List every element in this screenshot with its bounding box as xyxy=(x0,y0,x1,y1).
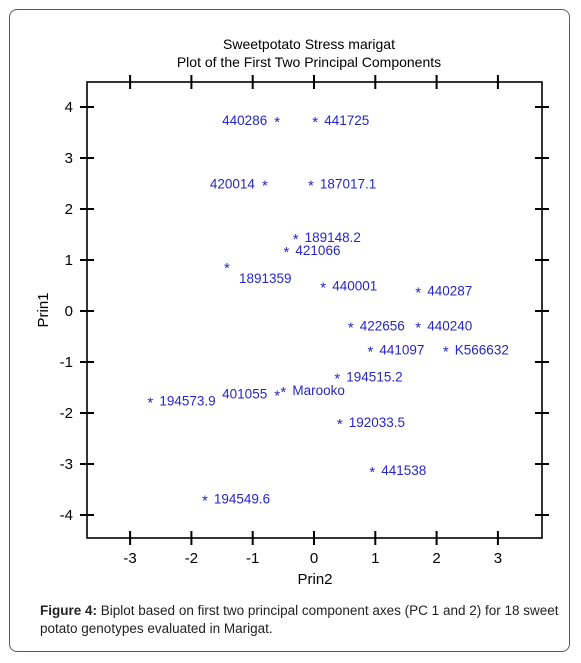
point-label: 440287 xyxy=(427,284,472,299)
caption-label: Figure 4: xyxy=(40,603,98,618)
chart-title: Sweetpotato Stress marigat xyxy=(223,36,395,52)
y-tick-label: 0 xyxy=(65,303,73,320)
plot-area xyxy=(86,81,543,539)
point-label: 441725 xyxy=(324,113,369,128)
point-marker: * xyxy=(274,388,280,405)
point-label: 192033.5 xyxy=(349,415,405,430)
point-marker: * xyxy=(224,260,230,277)
point-label: K566632 xyxy=(455,342,509,357)
biplot-chart: Sweetpotato Stress marigat Plot of the F… xyxy=(35,36,549,588)
caption-text: Biplot based on first two principal comp… xyxy=(40,603,559,636)
y-tick-label: 4 xyxy=(65,99,73,116)
y-axis-label: Prin1 xyxy=(35,292,52,327)
y-tick-label: -1 xyxy=(60,354,73,371)
point-marker: * xyxy=(283,244,289,261)
point-label: 440001 xyxy=(332,279,377,294)
x-tick-label: 0 xyxy=(310,550,318,567)
point-label: 401055 xyxy=(222,387,267,402)
point-label: 194549.6 xyxy=(214,492,270,507)
point-label: 189148.2 xyxy=(305,230,361,245)
figure-caption: Figure 4: Biplot based on first two prin… xyxy=(40,602,560,638)
point-label: 420014 xyxy=(210,177,256,192)
y-tick-label: -2 xyxy=(60,405,73,422)
point-label: 1891359 xyxy=(239,271,292,286)
point-marker: * xyxy=(367,343,373,360)
point-marker: * xyxy=(147,394,153,411)
point-label: 440286 xyxy=(222,113,267,128)
x-tick-label: -1 xyxy=(246,550,259,567)
point-label: 440240 xyxy=(427,318,472,333)
x-axis-label: Prin2 xyxy=(297,571,332,588)
point-marker: * xyxy=(415,319,421,336)
point-label: 441097 xyxy=(379,342,424,357)
x-tick-label: -3 xyxy=(123,550,136,567)
chart-subtitle: Plot of the First Two Principal Componen… xyxy=(177,54,441,70)
point-marker: * xyxy=(308,178,314,195)
point-label: 441538 xyxy=(381,463,426,478)
point-marker: * xyxy=(415,285,421,302)
point-marker: * xyxy=(274,114,280,131)
y-tick-label: -4 xyxy=(60,507,73,524)
point-label: 421066 xyxy=(295,243,340,258)
point-marker: * xyxy=(293,231,299,248)
point-marker: * xyxy=(280,384,286,401)
data-points: * 440286 * 441725 * 420014 * 187017.1 * 189148.2 *… xyxy=(147,113,508,510)
y-tick-label: 3 xyxy=(65,150,73,167)
point-marker: * xyxy=(312,114,318,131)
point-label: Marooko xyxy=(292,383,345,398)
point-marker: * xyxy=(337,416,343,433)
point-marker: * xyxy=(202,493,208,510)
point-marker: * xyxy=(262,178,268,195)
y-tick-label: 2 xyxy=(65,201,73,218)
point-label: 194515.2 xyxy=(346,369,402,384)
x-tick-label: 1 xyxy=(371,550,379,567)
point-label: 187017.1 xyxy=(320,177,376,192)
point-marker: * xyxy=(369,464,375,481)
point-marker: * xyxy=(334,370,340,387)
point-marker: * xyxy=(320,280,326,297)
figure-frame xyxy=(9,9,570,652)
point-marker: * xyxy=(348,319,354,336)
y-tick-label: -3 xyxy=(60,456,73,473)
y-tick-label: 1 xyxy=(65,252,73,269)
x-tick-label: 3 xyxy=(494,550,502,567)
point-label: 422656 xyxy=(360,318,405,333)
x-tick-label: -2 xyxy=(185,550,198,567)
point-label: 194573.9 xyxy=(159,393,215,408)
x-tick-label: 2 xyxy=(432,550,440,567)
axis-ticks: -3 -2 -1 0 1 2 3 -4 -3 -2 -1 0 1 2 3 4 xyxy=(60,75,549,567)
point-marker: * xyxy=(443,343,449,360)
